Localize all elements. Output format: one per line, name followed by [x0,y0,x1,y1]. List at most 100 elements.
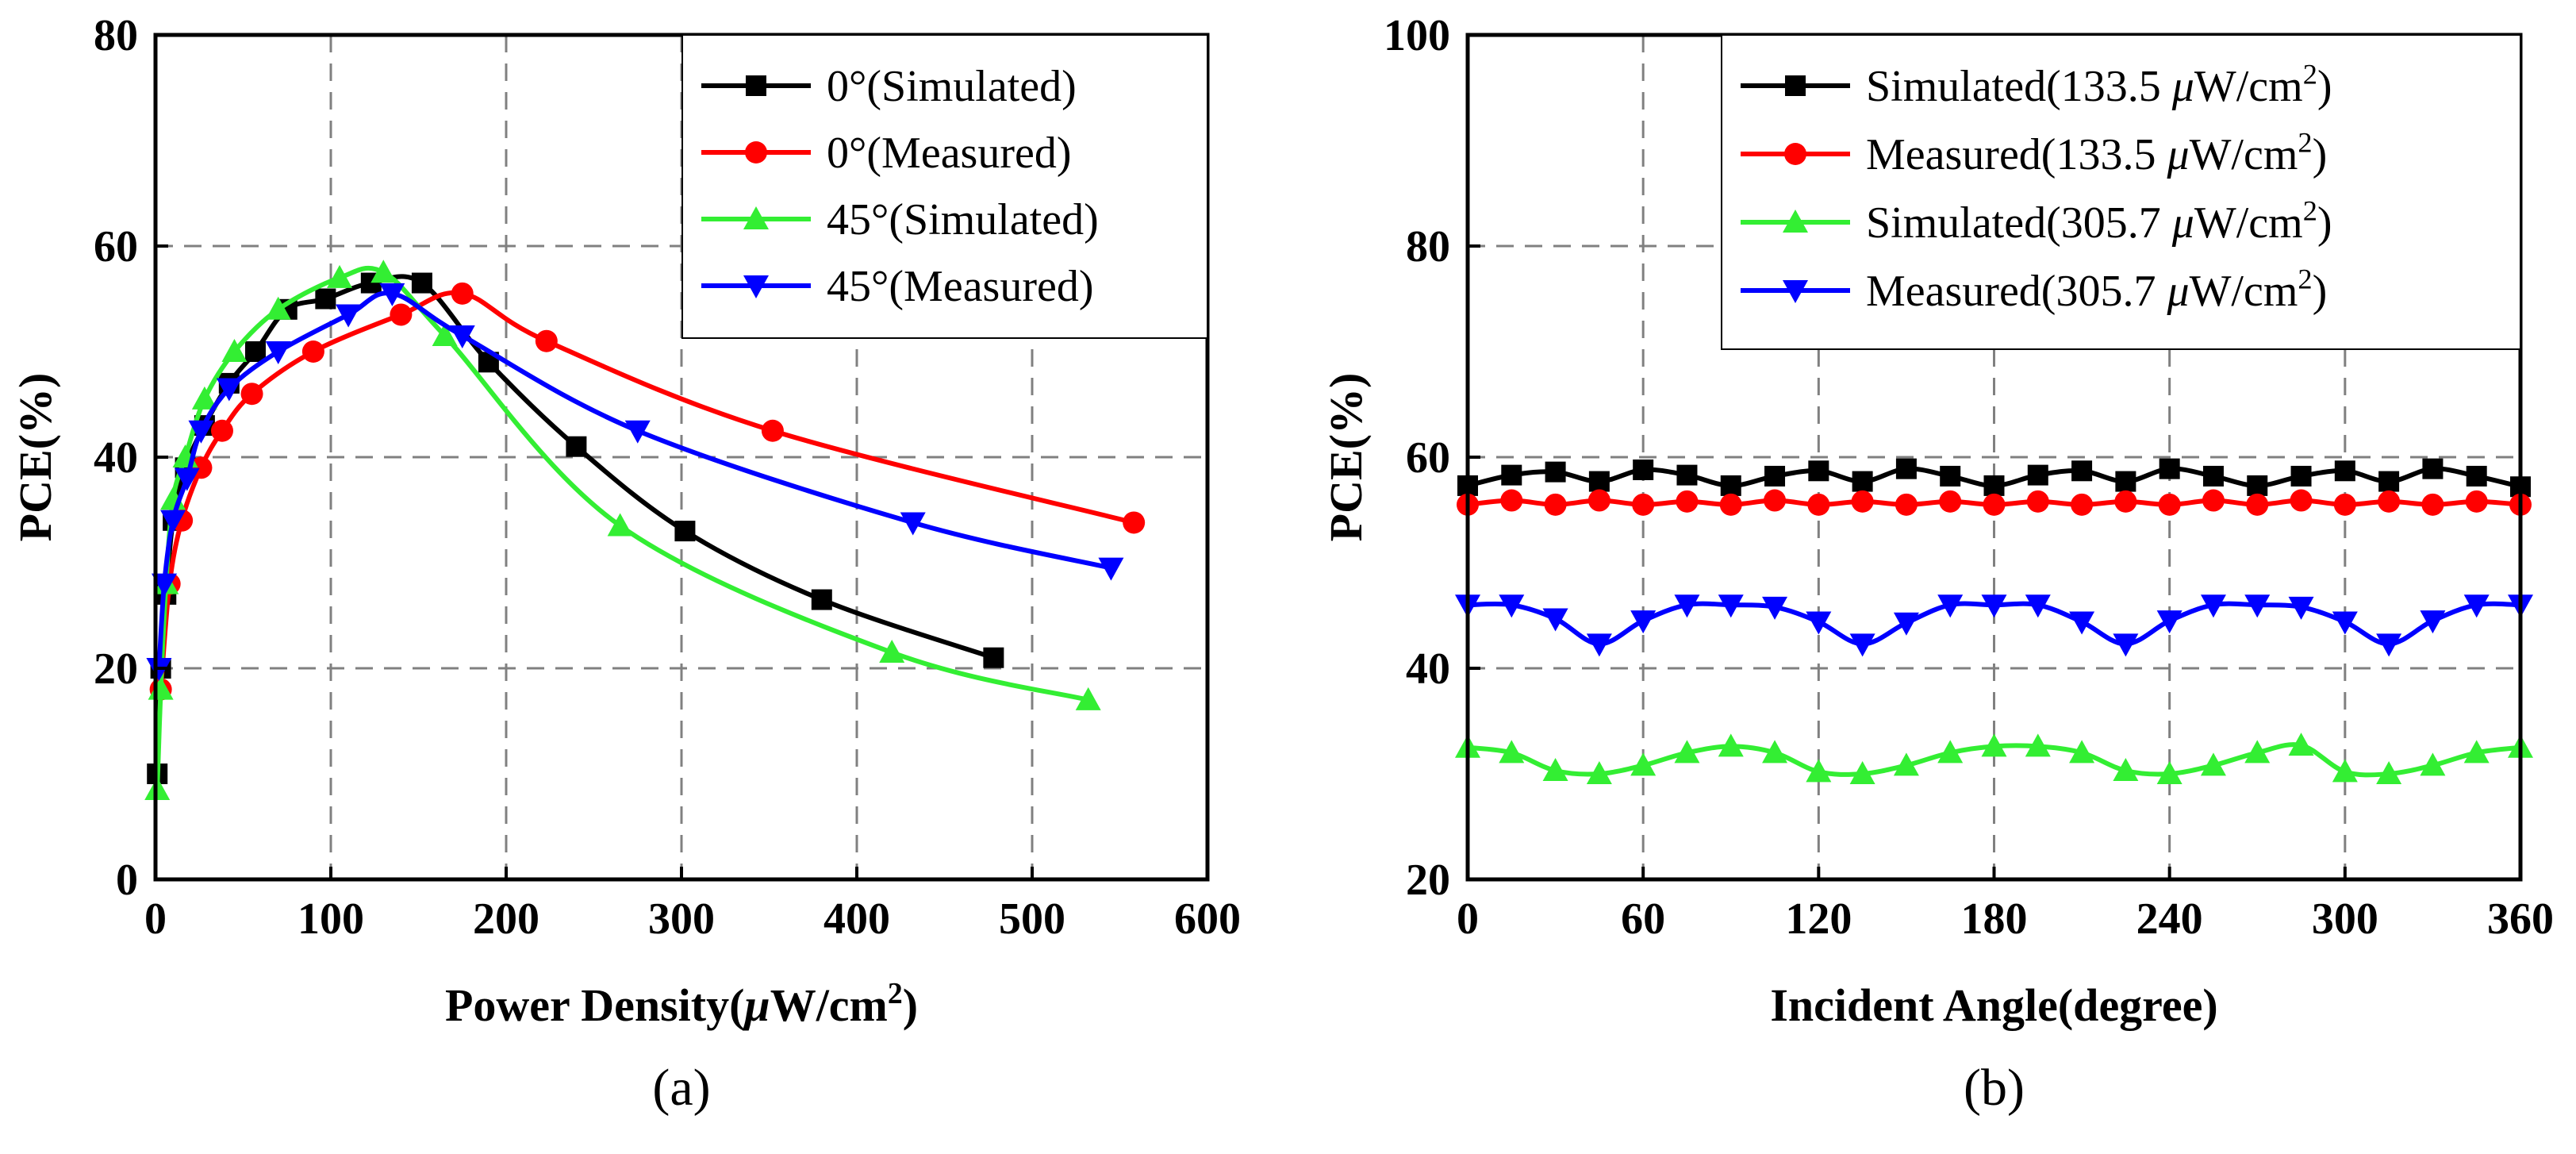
legend-marker [1783,280,1808,303]
legend-marker [746,75,766,96]
y-tick-label: 40 [1406,644,1450,694]
data-point [607,513,633,537]
data-point [216,378,242,402]
y-tick-label: 80 [94,11,138,60]
data-point [1630,752,1657,776]
legend: Simulated(133.5 μW/cm2​) Measured(133.5 μ… [1721,34,2521,350]
legend-marker [745,141,767,163]
data-point [2420,610,2446,634]
data-point [188,420,214,444]
data-point [2159,458,2180,479]
legend-label: 0°(Simulated) [827,62,1077,111]
x-tick-label: 0 [144,894,167,944]
legend-item: 0°(Measured) [701,129,1072,178]
data-point [1588,471,1610,492]
data-point [191,386,217,410]
data-point [1542,758,1568,782]
data-point [301,340,324,363]
data-point [2202,465,2224,487]
legend-label: Simulated(133.5 μW/cm2​) [1866,59,2332,111]
data-point [2332,611,2358,635]
data-point [2025,594,2051,618]
panel-label: (b) [1964,1059,2025,1117]
y-tick-label: 60 [94,222,138,271]
data-point [2466,465,2487,487]
legend-label: 0°(Measured) [827,129,1072,178]
ticks: 0 60 120 180 240 300 360 20 40 60 80 100 [1384,11,2554,944]
data-point [2071,493,2094,516]
data-point [2113,633,2139,657]
data-point [1939,490,1962,513]
legend-item: Measured(133.5 μW/cm2​) [1741,127,2327,179]
data-point [624,420,651,444]
data-point [2244,740,2271,764]
data-point [1720,475,1741,496]
data-point [1586,761,1612,784]
data-point [983,647,1004,668]
data-point [2158,493,2181,516]
y-axis-label: PCE(%) [1320,373,1372,542]
data-point [900,512,926,536]
series-3 [144,260,1101,800]
data-point [1893,752,1919,776]
data-point [2244,594,2271,618]
data-point [1633,459,1654,480]
y-tick-label: 40 [94,433,138,483]
data-point [1501,464,1522,486]
data-point [1545,461,1566,483]
data-point [1499,594,1525,618]
y-tick-label: 0 [116,856,138,905]
data-point [1893,612,1919,636]
x-tick-label: 360 [2487,894,2554,944]
data-point [1718,594,1744,618]
data-point [265,341,291,364]
x-tick-label: 300 [648,894,715,944]
data-point [1542,608,1568,632]
data-point [2200,752,2226,776]
data-point [2422,458,2444,479]
data-point [327,264,353,288]
legend-item: 45°(Measured) [701,262,1094,311]
panel-a: 0 100 200 300 400 500 600 0 20 40 60 80 Power Densit… [10,11,1241,1117]
data-point [1764,465,1786,487]
data-point [2421,493,2444,516]
data-point [1075,687,1101,710]
data-point [2463,740,2490,764]
data-point [1674,740,1700,764]
data-point [265,296,291,320]
data-point [2246,493,2269,516]
data-point [1676,490,1699,513]
legend-label: Measured(133.5 μW/cm2​) [1866,127,2327,179]
legend-label: Measured(305.7 μW/cm2​) [1866,263,2327,316]
data-point [1719,493,1742,516]
data-point [1587,489,1610,512]
data-point [2027,464,2048,486]
ticks: 0 100 200 300 400 500 600 0 20 40 60 80 [94,11,1241,944]
data-point [2290,489,2313,512]
panel-b: 0 60 120 180 240 300 360 20 40 60 80 100 Incident An… [1320,11,2554,1117]
data-point [1849,633,1875,657]
panel-label: (a) [652,1059,710,1117]
data-point [674,521,696,542]
data-point [1806,759,1832,783]
data-point [1630,610,1657,634]
data-point [1981,594,2007,618]
data-point [244,341,266,362]
x-tick-label: 400 [823,894,890,944]
data-point [2113,758,2139,782]
data-point [2114,490,2137,513]
data-point [2463,594,2490,618]
legend-label: Simulated(305.7 μW/cm2​) [1866,195,2332,248]
data-point [1937,594,1964,618]
data-point [2025,733,2051,757]
series-1 [1457,458,2531,498]
data-point [152,573,178,597]
data-point [1806,611,1832,635]
data-point [1895,458,1917,479]
data-point [1851,490,1874,513]
data-point [2026,490,2049,513]
x-tick-label: 180 [1961,894,2028,944]
data-point [221,339,248,362]
data-point [1852,471,1873,492]
